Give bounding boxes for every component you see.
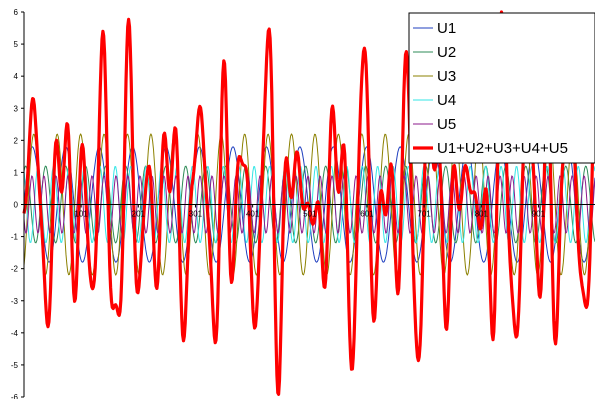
series-line-u5: [23, 175, 595, 234]
x-tick-label: 501: [303, 210, 317, 219]
x-tick-label: 101: [74, 210, 88, 219]
legend-label: U1+U2+U3+U4+U5: [437, 140, 568, 157]
y-tick-label: -2: [11, 265, 19, 274]
y-tick-label: 6: [14, 8, 19, 17]
x-tick-label: 601: [360, 210, 374, 219]
y-tick-label: -6: [11, 393, 19, 399]
y-tick-label: -4: [11, 329, 19, 338]
y-tick-label: 2: [14, 136, 19, 145]
y-tick-label: 4: [14, 72, 19, 81]
y-tick-label: 5: [14, 40, 19, 49]
legend-box: [408, 12, 595, 164]
legend: U1 U2 U3 U4 U5 U1+U2+U3+U4+U5: [408, 12, 595, 164]
y-tick-label: -1: [11, 233, 19, 242]
y-tick-label: 3: [14, 104, 19, 113]
legend-label: U3: [437, 68, 456, 85]
x-tick-label: 201: [132, 210, 146, 219]
x-tick-label: 801: [475, 210, 489, 219]
y-tick-labels: 6 5 4 3 2 1 0 -1 -2 -3 -4 -5 -6: [11, 8, 24, 399]
legend-label: U4: [437, 92, 456, 109]
legend-label: U2: [437, 44, 456, 61]
y-tick-label: -3: [11, 297, 19, 306]
y-tick-label: 1: [14, 168, 19, 177]
x-tick-label: 301: [189, 210, 203, 219]
legend-label: U1: [437, 20, 456, 37]
x-tick-label: 701: [417, 210, 431, 219]
y-tick-label: -5: [11, 361, 19, 370]
x-tick-label: 901: [532, 210, 546, 219]
y-tick-label: 0: [14, 201, 19, 210]
legend-label: U5: [437, 116, 456, 133]
x-tick-label: 401: [246, 210, 260, 219]
x-tick-labels: 101 201 301 401 501 601 701 801 901: [74, 204, 546, 219]
